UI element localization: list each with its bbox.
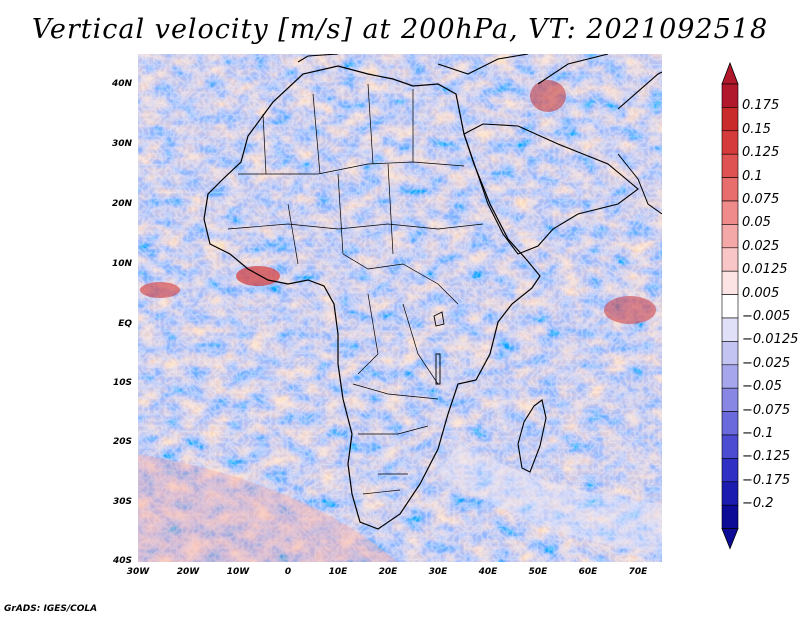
colorbar-level-label: 0.005	[742, 285, 780, 301]
weak-motion-band	[438, 444, 662, 554]
colorbar-segment	[721, 481, 739, 506]
colorbar-segment	[721, 364, 739, 389]
country-borders	[227, 83, 484, 495]
colorbar-segment	[721, 294, 739, 319]
arabia-coastline	[463, 123, 639, 255]
lon-label-0: 0	[284, 567, 292, 577]
colorbar-level-label: −0.2	[742, 496, 774, 512]
credit-text: GrADS: IGES/COLA	[4, 604, 98, 614]
colorbar-segment	[721, 504, 739, 529]
colorbar-segment	[721, 107, 739, 132]
colorbar-segment	[721, 270, 739, 295]
lat-label-30s: 30S	[112, 497, 132, 507]
colorbar-segment	[721, 177, 739, 202]
colorbar-level-label: −0.175	[742, 472, 791, 488]
colorbar-segment	[721, 341, 739, 366]
colorbar-segment	[721, 130, 739, 155]
lon-label-10w: 10W	[226, 567, 250, 577]
madagascar-coastline	[517, 399, 547, 473]
colorbar-level-label: 0.15	[742, 121, 771, 137]
colorbar-segment	[721, 224, 739, 249]
map-title: Vertical velocity [m/s] at 200hPa, VT: 2…	[31, 14, 769, 45]
colorbar-level-label: 0.05	[742, 215, 771, 231]
lon-label-60e: 60E	[578, 567, 598, 577]
colorbar-level-label: 0.075	[742, 192, 780, 207]
africa-coastline	[203, 65, 541, 530]
updraft-region	[604, 296, 656, 324]
lakes	[433, 311, 445, 385]
map-panel	[138, 54, 662, 562]
colorbar-segment	[721, 247, 739, 272]
colorbar-level-label: 0.1	[742, 168, 763, 184]
colorbar-segment	[721, 458, 739, 483]
lon-label-20e: 20E	[378, 567, 398, 577]
updraft-region	[236, 266, 280, 286]
colorbar-segment	[721, 83, 739, 108]
updraft-region	[140, 282, 180, 298]
colorbar-level-label: 0.125	[742, 145, 780, 161]
lon-label-20w: 20W	[176, 567, 200, 577]
lat-label-40s: 40S	[112, 556, 132, 566]
lat-label-20s: 20S	[112, 437, 132, 447]
lat-label-20n: 20N	[111, 199, 132, 209]
colorbar-bottom-arrow	[721, 528, 739, 550]
lat-label-40n: 40N	[111, 79, 132, 89]
colorbar-level-label: 0.0125	[742, 262, 788, 278]
lat-label-10s: 10S	[112, 378, 132, 388]
colorbar-level-label: −0.005	[742, 309, 791, 324]
lon-label-70e: 70E	[628, 567, 648, 577]
colorbar-level-label: −0.125	[742, 449, 791, 465]
colorbar-segment	[721, 153, 739, 178]
colorbar-segment	[721, 387, 739, 412]
vertical-velocity-map	[138, 54, 662, 562]
europe-coastline	[297, 54, 662, 110]
colorbar-level-label: −0.075	[742, 402, 791, 418]
lat-label-eq: EQ	[118, 319, 132, 329]
colorbar-segment	[721, 317, 739, 342]
colorbar-level-label: 0.175	[742, 98, 780, 114]
lon-label-50e: 50E	[528, 567, 548, 577]
colorbar-level-label: −0.05	[742, 379, 782, 395]
colorbar	[721, 62, 739, 550]
lon-label-10e: 10E	[328, 567, 348, 577]
colorbar-level-label: −0.0125	[742, 332, 799, 348]
lon-label-30w: 30W	[126, 567, 150, 577]
lat-label-30n: 30N	[111, 139, 132, 149]
updraft-region	[530, 80, 566, 112]
colorbar-segment	[721, 200, 739, 225]
colorbar-top-arrow	[721, 62, 739, 85]
velocity-contours	[138, 54, 662, 562]
colorbar-level-label: −0.1	[742, 426, 774, 441]
india-coastline	[617, 153, 662, 215]
lat-label-10n: 10N	[111, 259, 132, 269]
colorbar-level-label: −0.025	[742, 355, 791, 371]
updraft-region	[138, 454, 398, 562]
lon-label-40e: 40E	[478, 567, 498, 577]
colorbar-segment	[721, 411, 739, 436]
colorbar-segment	[721, 434, 739, 459]
colorbar-level-label: 0.025	[742, 238, 780, 254]
lon-label-30e: 30E	[428, 567, 448, 577]
